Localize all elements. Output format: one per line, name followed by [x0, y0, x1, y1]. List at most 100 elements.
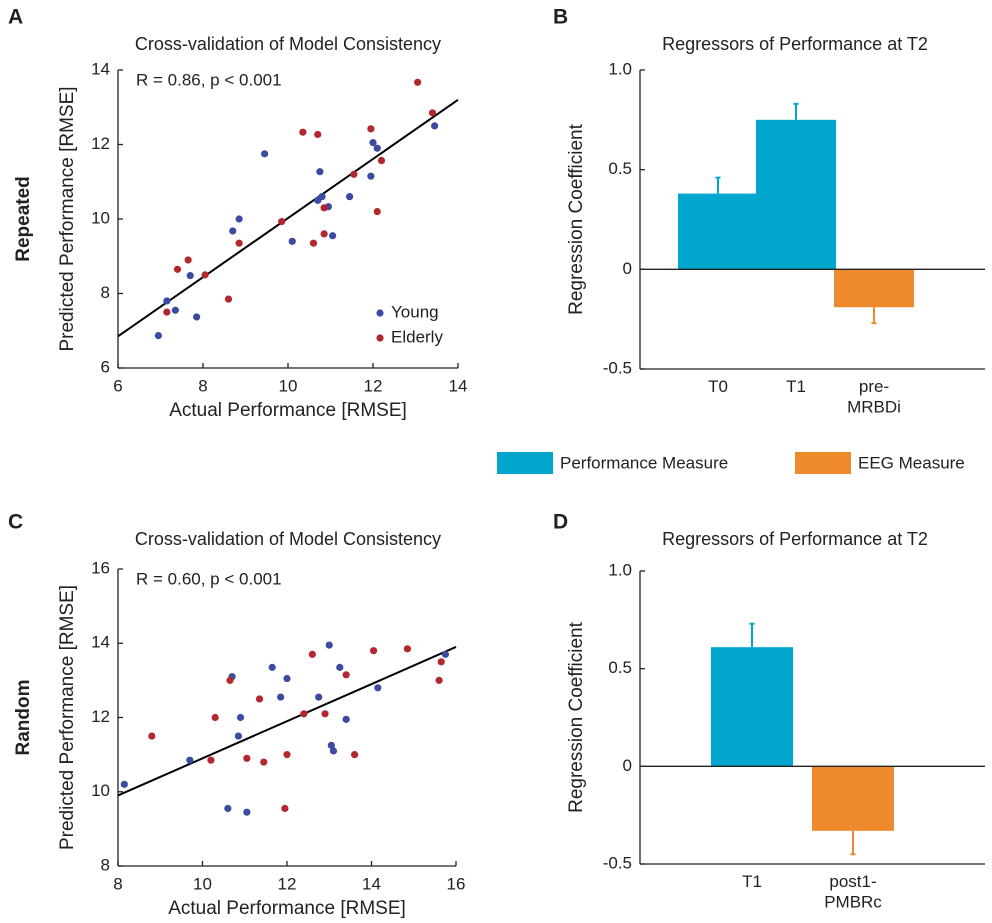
point — [329, 747, 338, 755]
point — [373, 144, 381, 152]
x-tick-label: 8 — [113, 874, 122, 893]
point — [224, 804, 232, 813]
point — [441, 650, 450, 658]
legend-label: EEG Measure — [858, 453, 965, 472]
y-axis-label: Regression Coefficient — [566, 123, 587, 315]
y-tick-label: 6 — [101, 357, 110, 376]
point — [235, 239, 243, 247]
point — [243, 808, 251, 816]
point — [288, 237, 296, 245]
y-tick-label: 10 — [91, 208, 110, 227]
legend-marker — [376, 309, 384, 317]
chart-title: Regressors of Performance at T2 — [662, 34, 928, 54]
x-tick-label: 10 — [279, 376, 298, 395]
point — [201, 271, 209, 279]
y-tick-label: 0.5 — [608, 658, 632, 677]
bar — [678, 193, 758, 270]
point — [184, 256, 192, 264]
point — [435, 676, 443, 684]
panel: B Regressors of Performance at T2 -0.5 0 0.5… — [553, 6, 985, 417]
point — [367, 172, 375, 180]
point — [261, 150, 269, 158]
point — [211, 713, 219, 722]
point — [277, 693, 285, 701]
chart-title: Regressors of Performance at T2 — [662, 529, 928, 549]
annotation: R = 0.60, p < 0.001 — [136, 569, 282, 588]
point — [315, 693, 323, 701]
y-tick-label: 12 — [91, 134, 110, 153]
point — [226, 676, 234, 684]
point — [278, 218, 286, 226]
legend-label: Elderly — [391, 327, 443, 346]
x-tick-label: 10 — [193, 874, 212, 893]
point — [374, 684, 382, 692]
legend-swatch — [795, 452, 851, 474]
error-bar — [871, 307, 877, 325]
point — [437, 658, 445, 666]
point — [229, 227, 237, 235]
point — [314, 130, 322, 139]
x-tick-label: 12 — [278, 874, 297, 893]
y-axis-label: Predicted Performance [RMSE] — [57, 86, 78, 351]
point — [308, 650, 316, 658]
point — [193, 313, 201, 321]
bar — [812, 766, 894, 831]
panel-letter: C — [8, 511, 23, 534]
point — [321, 710, 329, 718]
point — [309, 239, 318, 247]
fit-line — [117, 646, 457, 797]
y-tick-label: 8 — [101, 283, 110, 302]
chart-title: Cross-validation of Model Consistency — [135, 34, 441, 54]
row-label: Random — [13, 680, 34, 756]
error-bar — [749, 622, 755, 648]
row-label: Repeated — [13, 176, 34, 262]
x-tick-label: 8 — [198, 376, 207, 395]
point — [260, 758, 268, 766]
point — [320, 230, 328, 238]
point — [320, 204, 328, 212]
x-tick-label: 12 — [364, 376, 383, 395]
point — [236, 713, 245, 722]
legend-label: Young — [391, 302, 439, 321]
point — [414, 78, 422, 86]
error-bar — [850, 830, 856, 856]
x-axis-label: Actual Performance [RMSE] — [168, 898, 406, 919]
y-tick-label: 8 — [101, 855, 110, 874]
legend-marker — [376, 334, 384, 342]
y-tick-label: -0.5 — [603, 853, 632, 872]
point — [329, 232, 337, 240]
point — [171, 306, 179, 314]
x-tick-label: T0 — [708, 377, 728, 396]
chart-title: Cross-validation of Model Consistency — [135, 529, 441, 549]
y-tick-label: -0.5 — [603, 358, 632, 377]
point — [370, 647, 378, 655]
y-axis-label: Predicted Performance [RMSE] — [57, 585, 78, 850]
point — [186, 272, 194, 280]
y-tick-label: 0 — [623, 756, 632, 775]
point — [163, 308, 171, 316]
legend-swatch — [497, 452, 553, 474]
panel: C Cross-validation of Model Consistency 8 1… — [8, 511, 465, 919]
point — [163, 297, 171, 305]
point — [283, 751, 291, 759]
y-axis-label: Regression Coefficient — [566, 621, 587, 813]
point — [148, 732, 156, 740]
point — [300, 710, 308, 718]
x-tick-label: 6 — [113, 376, 122, 395]
point — [367, 125, 375, 133]
point — [428, 109, 437, 117]
point — [318, 193, 326, 201]
point — [327, 741, 335, 749]
point — [235, 215, 243, 223]
point — [350, 170, 358, 178]
point — [207, 756, 215, 764]
fit-line — [117, 98, 459, 338]
point — [283, 674, 291, 683]
point — [325, 641, 333, 649]
point — [316, 168, 324, 176]
point — [281, 804, 289, 813]
x-tick-label: 14 — [362, 874, 381, 893]
y-tick-label: 0.5 — [608, 159, 632, 178]
point — [224, 295, 233, 303]
